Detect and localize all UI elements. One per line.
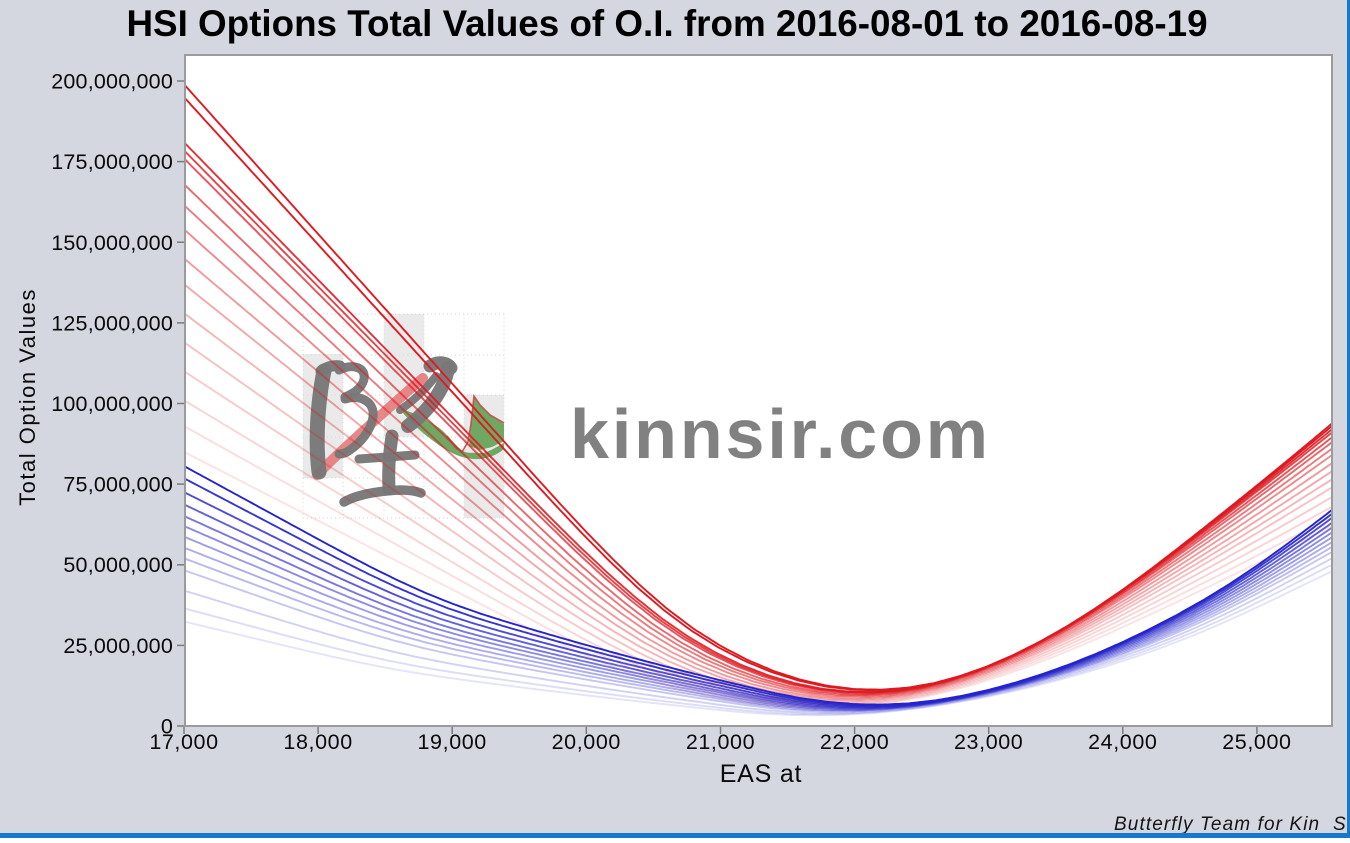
svg-text:25,000,000: 25,000,000: [63, 634, 173, 658]
svg-text:200,000,000: 200,000,000: [51, 70, 173, 94]
svg-text:23,000: 23,000: [954, 730, 1023, 754]
svg-text:22,000: 22,000: [820, 730, 889, 754]
svg-text:19,000: 19,000: [418, 730, 487, 754]
svg-text:HSI Options Total Values of O.: HSI Options Total Values of O.I. from 20…: [126, 3, 1207, 44]
svg-text:Total Option Values: Total Option Values: [15, 288, 40, 506]
svg-text:17,000: 17,000: [149, 730, 218, 754]
svg-text:24,000: 24,000: [1088, 730, 1157, 754]
svg-text:150,000,000: 150,000,000: [51, 231, 173, 255]
svg-text:18,000: 18,000: [283, 730, 352, 754]
svg-text:100,000,000: 100,000,000: [51, 392, 173, 416]
svg-text:kinnsir.com: kinnsir.com: [570, 395, 991, 473]
svg-text:21,000: 21,000: [686, 730, 755, 754]
svg-text:50,000,000: 50,000,000: [63, 553, 173, 577]
svg-text:Butterfly Team for Kin Sir: Butterfly Team for Kin Sir: [1114, 814, 1350, 835]
svg-text:20,000: 20,000: [552, 730, 621, 754]
svg-text:125,000,000: 125,000,000: [51, 311, 173, 335]
svg-text:0: 0: [161, 715, 173, 739]
svg-text:75,000,000: 75,000,000: [63, 473, 173, 497]
svg-text:EAS at: EAS at: [720, 760, 803, 788]
svg-text:175,000,000: 175,000,000: [51, 150, 173, 174]
svg-text:25,000: 25,000: [1222, 730, 1291, 754]
